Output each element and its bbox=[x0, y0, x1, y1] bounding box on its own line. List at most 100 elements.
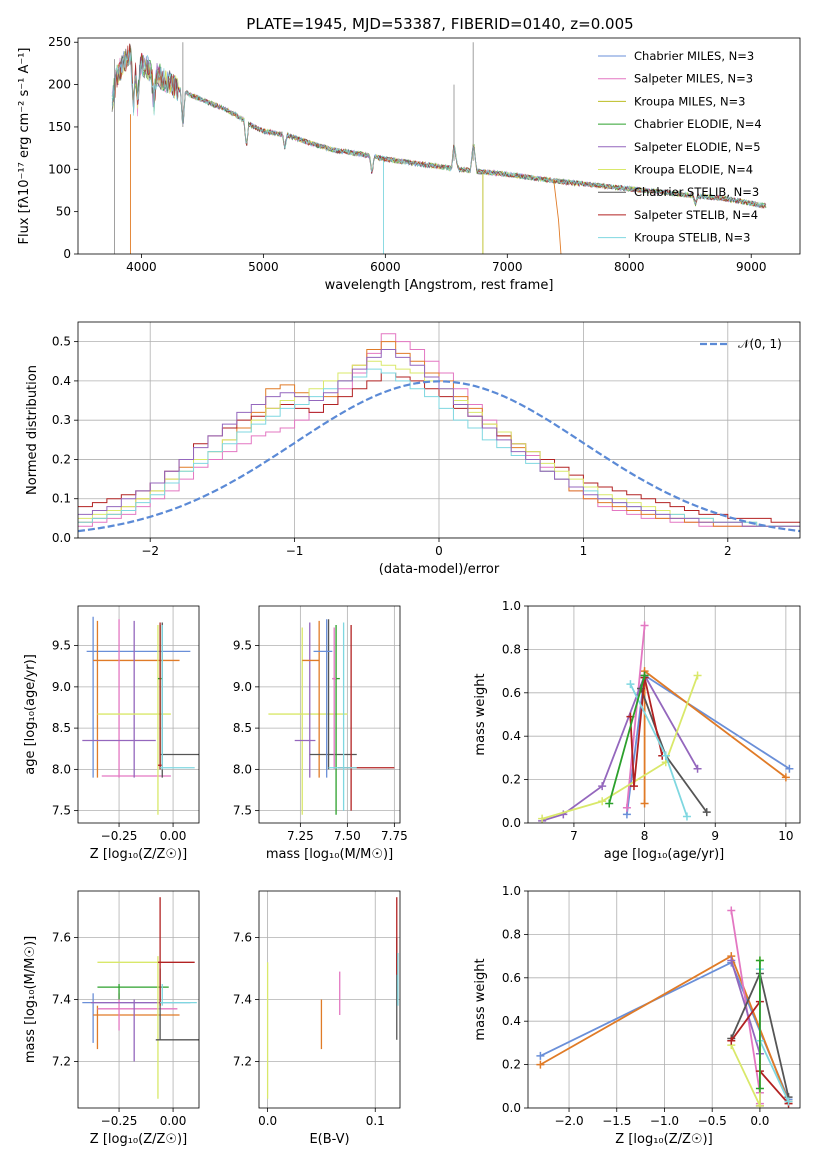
weight-marker bbox=[598, 782, 607, 791]
weight-marker bbox=[727, 906, 736, 915]
x-tick-label: 7 bbox=[570, 829, 578, 843]
legend-label: Chabrier ELODIE, N=4 bbox=[634, 117, 762, 131]
weight-marker bbox=[784, 1097, 793, 1106]
x-tick-label: 7.25 bbox=[287, 829, 314, 843]
plot-area bbox=[111, 42, 767, 254]
y-tick-label: 8.0 bbox=[52, 762, 71, 776]
plot-area bbox=[528, 891, 800, 1108]
y-tick-label: 7.5 bbox=[52, 804, 71, 818]
y-tick-label: 250 bbox=[48, 35, 71, 49]
histogram-series-0 bbox=[78, 333, 800, 527]
y-axis-label: mass weight bbox=[473, 673, 488, 755]
legend-label: 𝒩(0, 1) bbox=[738, 337, 782, 351]
panel-weight_vs_age: 7 8 9 10 0.0 0.2 0.4 0.6 0.8 1.0 age [log₁₀(age/yr… bbox=[473, 599, 801, 862]
x-axis-label: Z [log₁₀(Z/Z☉)] bbox=[615, 1132, 712, 1147]
x-tick-label: −2 bbox=[141, 544, 159, 558]
x-tick-label: 0.1 bbox=[366, 1114, 385, 1128]
y-tick-label: 0.0 bbox=[52, 531, 71, 545]
y-tick-label: 0.2 bbox=[52, 452, 71, 466]
panel-age_vs_mass: 7.25 7.50 7.75 7.5 8.0 8.5 9.0 9.5 mass [log₁₀(M… bbox=[233, 605, 408, 862]
plot-area bbox=[78, 606, 199, 823]
plot-area bbox=[78, 891, 199, 1108]
x-tick-label: 7.50 bbox=[334, 829, 361, 843]
x-tick-label: −0.25 bbox=[101, 829, 138, 843]
y-tick-label: 0.3 bbox=[52, 413, 71, 427]
weight-marker bbox=[682, 812, 691, 821]
panel-mass_vs_Z: −0.25 0.00 7.2 7.4 7.6 Z [log₁₀(Z/Z☉)] mass [l… bbox=[23, 890, 200, 1147]
weight-marker bbox=[727, 1036, 736, 1045]
x-axis-label: (data-model)/error bbox=[379, 562, 500, 577]
x-tick-label: −0.25 bbox=[101, 1114, 138, 1128]
x-tick-label: 0.00 bbox=[160, 829, 187, 843]
x-tick-label: 7000 bbox=[492, 260, 523, 274]
x-tick-label: 0.0 bbox=[258, 1114, 277, 1128]
plot-area bbox=[259, 891, 400, 1108]
y-tick-label: 7.5 bbox=[233, 804, 252, 818]
panel-age_vs_Z: −0.25 0.00 7.5 8.0 8.5 9.0 9.5 Z [log₁₀(Z/Z☉)] a… bbox=[23, 605, 200, 862]
weight-marker bbox=[629, 782, 638, 791]
y-tick-label: 9.5 bbox=[233, 639, 252, 653]
spectrum-spike bbox=[553, 179, 562, 254]
weight-marker bbox=[755, 1084, 764, 1093]
weight-marker bbox=[755, 956, 764, 965]
axes-frame bbox=[527, 605, 801, 824]
plot-area bbox=[259, 606, 400, 823]
axes-frame bbox=[77, 37, 801, 255]
x-axis-label: mass [log₁₀(M/M☉)] bbox=[266, 847, 393, 862]
x-tick-label: −1.0 bbox=[650, 1114, 679, 1128]
panel-residuals: −2 −1 0 1 2 0.0 0.1 0.2 0.3 0.4 0.5 (data-model)/er… bbox=[25, 321, 801, 577]
legend-label: Kroupa STELIB, N=3 bbox=[634, 231, 751, 245]
axes-frame bbox=[77, 605, 200, 824]
axes-frame bbox=[258, 605, 401, 824]
histogram-series-5 bbox=[78, 348, 800, 527]
axes-frame bbox=[77, 321, 801, 539]
y-tick-label: 0.0 bbox=[502, 1101, 521, 1115]
x-tick-label: 10 bbox=[778, 829, 793, 843]
y-axis-label: mass weight bbox=[473, 958, 488, 1040]
legend-label: Salpeter MILES, N=3 bbox=[634, 72, 753, 86]
x-tick-label: 6000 bbox=[370, 260, 401, 274]
y-tick-label: 9.5 bbox=[52, 639, 71, 653]
axes-frame bbox=[258, 890, 401, 1109]
histogram-series-2 bbox=[78, 372, 800, 523]
x-tick-label: −1.5 bbox=[602, 1114, 631, 1128]
weight-marker bbox=[640, 799, 649, 808]
x-axis-label: E(B-V) bbox=[309, 1132, 349, 1147]
weight-marker bbox=[755, 1101, 764, 1108]
panel-mass_vs_ebv: 0.0 0.1 7.2 7.4 7.6 E(B-V) bbox=[233, 890, 401, 1147]
y-axis-label: Normed distribution bbox=[25, 365, 40, 495]
legend-label: Salpeter ELODIE, N=5 bbox=[634, 140, 761, 154]
weight-marker bbox=[538, 814, 547, 823]
x-tick-label: 8 bbox=[641, 829, 649, 843]
y-tick-label: 0.2 bbox=[502, 773, 521, 787]
y-tick-label: 0.8 bbox=[502, 927, 521, 941]
x-tick-label: 9 bbox=[711, 829, 719, 843]
legend-label: Chabrier STELIB, N=3 bbox=[634, 185, 759, 199]
y-tick-label: 150 bbox=[48, 120, 71, 134]
y-tick-label: 0.0 bbox=[502, 816, 521, 830]
panel-weight_vs_Z: −2.0 −1.5 −1.0 −0.5 0.0 0.0 0.2 0.4 0.6 0.8 1.0 Z [… bbox=[473, 884, 801, 1147]
y-tick-label: 7.2 bbox=[52, 1055, 71, 1069]
weight-marker bbox=[661, 751, 670, 760]
y-tick-label: 0.6 bbox=[502, 686, 521, 700]
x-tick-label: 4000 bbox=[126, 260, 157, 274]
plot-area bbox=[78, 322, 800, 538]
y-tick-label: 0.5 bbox=[52, 335, 71, 349]
axes-frame bbox=[77, 890, 200, 1109]
weight-line-3 bbox=[541, 673, 699, 822]
x-tick-label: 5000 bbox=[248, 260, 279, 274]
y-tick-label: 7.6 bbox=[52, 931, 71, 945]
x-tick-label: 0 bbox=[435, 544, 443, 558]
weight-marker bbox=[598, 797, 607, 806]
weight-marker bbox=[693, 671, 702, 680]
y-tick-label: 0.1 bbox=[52, 492, 71, 506]
weight-marker bbox=[785, 764, 794, 773]
weight-line-0 bbox=[626, 673, 790, 815]
x-tick-label: 1 bbox=[580, 544, 588, 558]
legend-label: Kroupa ELODIE, N=4 bbox=[634, 163, 753, 177]
x-axis-label: Z [log₁₀(Z/Z☉)] bbox=[90, 847, 187, 862]
spectrum-series-8 bbox=[111, 50, 767, 209]
y-tick-label: 8.0 bbox=[233, 762, 252, 776]
y-tick-label: 0.2 bbox=[502, 1058, 521, 1072]
